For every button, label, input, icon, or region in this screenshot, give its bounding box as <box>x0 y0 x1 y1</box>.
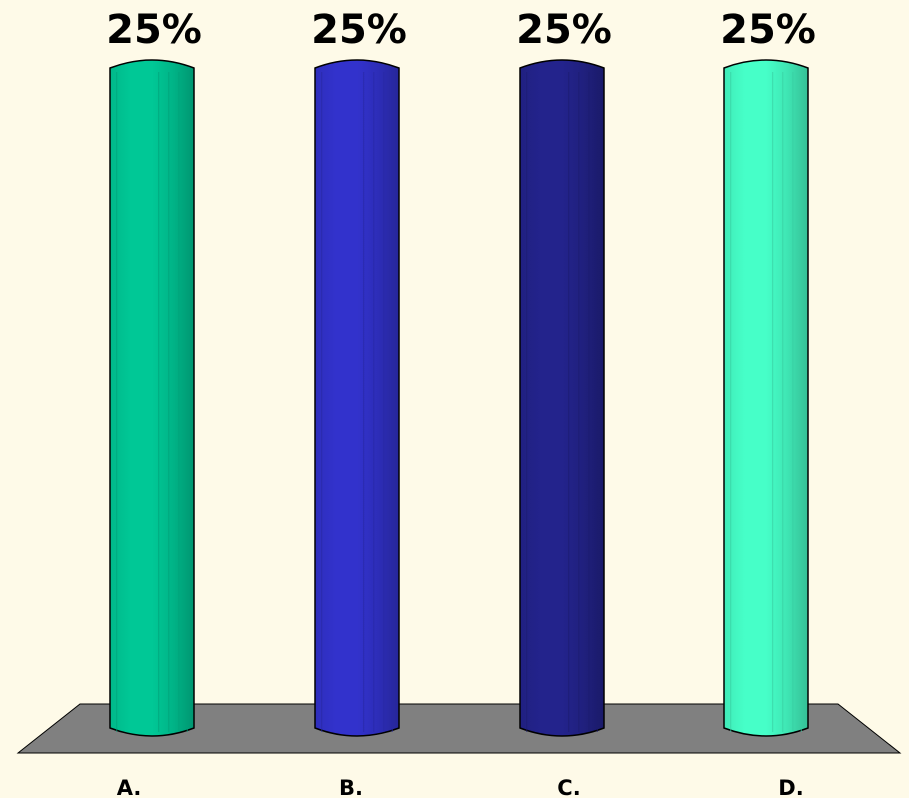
value-labels-layer: 25% 25% 25% 25% <box>106 7 816 53</box>
bar-b <box>314 59 400 737</box>
value-label: 25% <box>311 7 407 53</box>
bar-body <box>519 59 605 737</box>
value-label: 25% <box>106 7 202 53</box>
bar-d <box>723 59 809 737</box>
bar-c <box>519 59 605 737</box>
value-label: 25% <box>720 7 816 53</box>
category-labels-layer: A. B. C. D. <box>117 776 804 798</box>
bars-layer <box>109 59 809 737</box>
bar-a <box>109 59 195 737</box>
bar-body <box>723 59 809 737</box>
category-label: C. <box>557 776 580 798</box>
value-label: 25% <box>516 7 612 53</box>
category-label: B. <box>339 776 363 798</box>
bar-body <box>109 59 195 737</box>
bar-body <box>314 59 400 737</box>
category-label: A. <box>117 776 142 798</box>
category-label: D. <box>778 776 803 798</box>
